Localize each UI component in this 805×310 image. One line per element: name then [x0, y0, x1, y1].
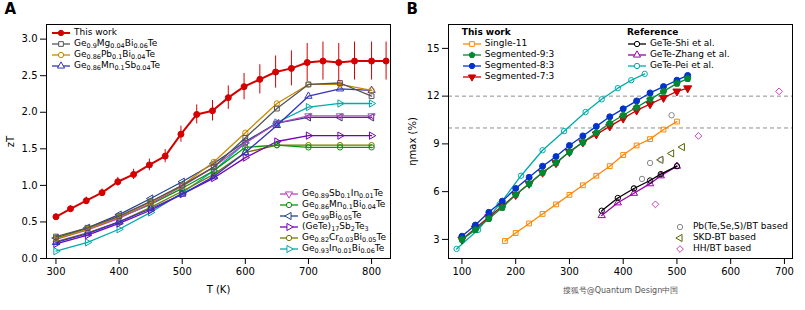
- svg-text:200: 200: [506, 266, 525, 277]
- svg-text:500: 500: [173, 266, 192, 277]
- svg-text:ηmax (%): ηmax (%): [407, 117, 418, 166]
- svg-text:600: 600: [721, 266, 740, 277]
- html-text:Pb(Te,Se,S)/BT based: Pb(Te,Se,S)/BT based: [692, 221, 788, 231]
- svg-text:A: A: [5, 0, 17, 18]
- html-text:This work: This work: [461, 27, 511, 37]
- html-text:Ge0.89Sb0.1In0.01Te: Ge0.89Sb0.1In0.01Te: [302, 188, 383, 200]
- html-text:SKD-BT based: SKD-BT based: [692, 232, 757, 242]
- html-text:Ge0.99Bi0.05Te: Ge0.99Bi0.05Te: [302, 210, 362, 222]
- svg-text:300: 300: [560, 266, 579, 277]
- html-text:Ge0.82Cr0.03Bi0.05Te: Ge0.82Cr0.03Bi0.05Te: [302, 232, 386, 244]
- svg-text:搜狐号@Quantum Design中国: 搜狐号@Quantum Design中国: [563, 286, 679, 295]
- svg-text:9: 9: [433, 138, 439, 149]
- html-text:Segmented-9:3: Segmented-9:3: [484, 49, 555, 59]
- svg-text:3.0: 3.0: [22, 33, 38, 44]
- svg-text:15: 15: [427, 43, 440, 54]
- html-text:Reference: Reference: [626, 27, 679, 37]
- html-text:Ge0.93In0.01Bi0.06Te: Ge0.93In0.01Bi0.06Te: [302, 243, 385, 255]
- html-text:GeTe-Pei et al.: GeTe-Pei et al.: [649, 60, 714, 70]
- svg-text:2.0: 2.0: [22, 106, 38, 117]
- svg-text:100: 100: [452, 266, 471, 277]
- svg-text:300: 300: [46, 266, 65, 277]
- html-text:Segmented-8:3: Segmented-8:3: [484, 60, 555, 70]
- svg-text:1.5: 1.5: [22, 143, 38, 154]
- html-text:Segmented-7:3: Segmented-7:3: [484, 71, 555, 81]
- svg-text:700: 700: [299, 266, 318, 277]
- svg-text:1.0: 1.0: [22, 180, 38, 191]
- html-text:This work: This work: [74, 27, 117, 37]
- html-text:GeTe-Zhang et al.: GeTe-Zhang et al.: [649, 49, 730, 59]
- svg-text:T (K): T (K): [206, 284, 231, 295]
- svg-text:400: 400: [614, 266, 633, 277]
- html-text:Ge0.86Mn0.1Bi0.04Te: Ge0.86Mn0.1Bi0.04Te: [302, 199, 386, 211]
- svg-text:700: 700: [775, 266, 794, 277]
- html-text:Ge0.9Mg0.04Bi0.06Te: Ge0.9Mg0.04Bi0.06Te: [74, 38, 158, 50]
- html-text:GeTe-Shi et al.: GeTe-Shi et al.: [649, 38, 715, 48]
- svg-text:zT: zT: [5, 135, 16, 147]
- svg-text:0.5: 0.5: [22, 216, 38, 227]
- html-text:HH/BT based: HH/BT based: [692, 243, 752, 253]
- svg-text:0.0: 0.0: [22, 253, 38, 264]
- svg-text:800: 800: [362, 266, 381, 277]
- svg-text:400: 400: [110, 266, 129, 277]
- html-text:Single-11: Single-11: [484, 38, 528, 48]
- html-text:(GeTe)17Sb2Te3: (GeTe)17Sb2Te3: [302, 221, 369, 233]
- svg-text:500: 500: [667, 266, 686, 277]
- svg-text:3: 3: [433, 234, 439, 245]
- html-text:Ge0.86Pb0.1Bi0.04Te: Ge0.86Pb0.1Bi0.04Te: [74, 49, 155, 61]
- svg-text:600: 600: [236, 266, 255, 277]
- svg-text:B: B: [407, 0, 418, 18]
- svg-text:2.5: 2.5: [22, 70, 38, 81]
- svg-text:6: 6: [433, 186, 439, 197]
- html-text:Ge0.86Mn0.1Sb0.04Te: Ge0.86Mn0.1Sb0.04Te: [74, 60, 161, 72]
- svg-text:12: 12: [427, 90, 440, 101]
